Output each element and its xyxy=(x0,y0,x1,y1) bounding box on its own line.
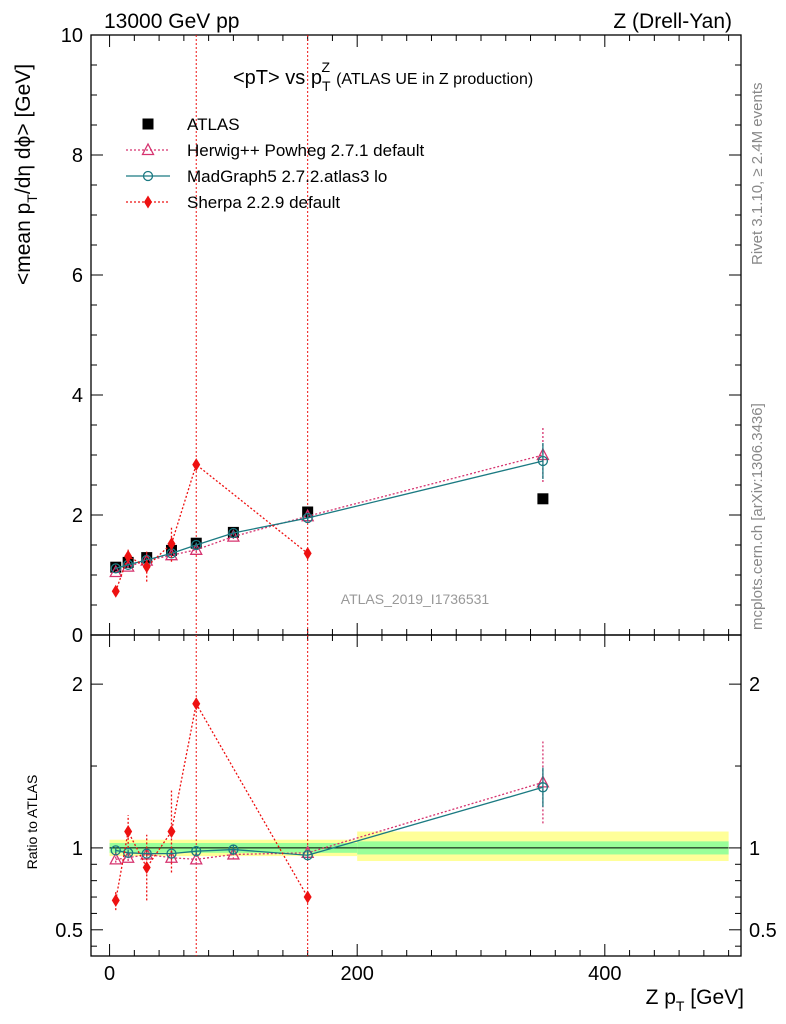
legend-item: Sherpa 2.2.9 default xyxy=(126,193,340,212)
ratio-point xyxy=(191,846,202,857)
ratio-series-2 xyxy=(111,697,312,911)
xtick-label: 400 xyxy=(588,963,621,985)
ratio-point xyxy=(166,848,177,859)
ratio-point xyxy=(537,782,549,793)
legend-item: MadGraph5 2.7.2.atlas3 lo xyxy=(126,167,387,186)
main-title-note: (ATLAS UE in Z production) xyxy=(336,71,533,88)
legend-marker xyxy=(142,170,154,182)
ratio-ytick-label: 1 xyxy=(72,838,83,860)
ratio-point xyxy=(302,850,313,861)
main-series-line xyxy=(115,460,544,570)
energy-label: 13000 GeV pp xyxy=(104,10,239,33)
ratio-series-1 xyxy=(110,767,549,861)
ratio-series-line xyxy=(115,701,309,901)
main-point xyxy=(228,527,239,539)
main-point xyxy=(111,584,120,598)
ratio-point xyxy=(228,844,239,855)
ratio-xlabel: Z pT [GeV] xyxy=(646,986,744,1014)
main-ylabel-tail: /dη dϕ> [GeV] xyxy=(12,64,35,194)
ratio-xlabel-sub: T xyxy=(676,998,685,1014)
ratio-point xyxy=(110,845,121,856)
main-point xyxy=(192,458,201,472)
main-ytick-label: 8 xyxy=(72,145,83,167)
main-point xyxy=(303,546,312,560)
main-ylabel-sub: T xyxy=(24,194,40,203)
main-point xyxy=(142,560,151,574)
main-title-sup: Z xyxy=(322,59,331,75)
main-point xyxy=(302,512,313,524)
legend-label: Herwig++ Powheg 2.7.1 default xyxy=(187,141,424,160)
ratio-point xyxy=(122,847,134,858)
main-series-3 xyxy=(111,458,312,598)
analysis-id: ATLAS_2019_I1736531 xyxy=(341,591,490,607)
ratio-ytick-label-right: 0.5 xyxy=(749,920,777,942)
legend: ATLAS Herwig++ Powheg 2.7.1 default MadGra… xyxy=(126,115,424,212)
main-point xyxy=(537,493,549,505)
main-point xyxy=(167,537,176,551)
main-ytick-label: 0 xyxy=(72,625,83,647)
ratio-point xyxy=(124,825,133,839)
ratio-ytick-label: 2 xyxy=(72,674,83,696)
ratio-point xyxy=(192,697,201,711)
legend-label: MadGraph5 2.7.2.atlas3 lo xyxy=(187,167,387,186)
main-point xyxy=(109,564,123,578)
main-point xyxy=(537,455,549,467)
ratio-ytick-label: 0.5 xyxy=(55,920,83,942)
main-ytick-label: 6 xyxy=(72,265,83,287)
ratio-point xyxy=(142,861,151,875)
main-series-2 xyxy=(110,443,549,574)
xtick-label: 0 xyxy=(104,963,115,985)
series-layer xyxy=(109,35,550,956)
ratio-point xyxy=(189,851,203,865)
ratio-ylabel: Ratio to ATLAS xyxy=(24,775,40,870)
legend-label: Sherpa 2.2.9 default xyxy=(187,193,340,212)
ratio-point xyxy=(303,890,312,904)
ratio-frame xyxy=(90,634,742,957)
main-ytick-label: 4 xyxy=(72,385,83,407)
ratio-series-line xyxy=(115,786,544,856)
main-series-line xyxy=(115,454,544,573)
ratio-xlabel-text: Z p xyxy=(646,986,676,1009)
main-title: <pT> vs pTZ (ATLAS UE in Z production) xyxy=(233,59,533,94)
legend-marker xyxy=(144,195,152,209)
ratio-series-line xyxy=(115,781,544,861)
ratio-point xyxy=(109,851,123,865)
main-point xyxy=(226,529,240,542)
legend-item: ATLAS xyxy=(142,115,240,134)
ratio-point xyxy=(111,893,120,907)
legend-item: Herwig++ Powheg 2.7.1 default xyxy=(126,141,424,160)
main-ylabel-text: <mean p xyxy=(12,203,35,285)
main-point xyxy=(191,539,202,551)
main-title-text: <pT> vs p xyxy=(233,67,322,89)
legend-marker xyxy=(142,118,154,130)
main-ytick-label: 10 xyxy=(61,25,83,47)
xtick-label: 200 xyxy=(341,963,374,985)
legend-marker xyxy=(141,142,155,156)
mcplots-label: mcplots.cern.ch [arXiv:1306.3436] xyxy=(749,403,766,630)
ratio-uncertainty-bands xyxy=(109,831,729,862)
ratio-ytick-label-right: 1 xyxy=(749,838,760,860)
ratio-xlabel-tail: [GeV] xyxy=(684,986,744,1009)
main-series-line xyxy=(115,463,309,592)
main-ylabel: <mean pT/dη dϕ> [GeV] xyxy=(12,64,40,285)
main-point xyxy=(124,549,133,563)
legend-label: ATLAS xyxy=(187,115,240,134)
ratio-ytick-label-right: 2 xyxy=(749,674,760,696)
main-point xyxy=(110,563,121,574)
main-series-0 xyxy=(110,493,549,573)
ratio-point xyxy=(167,825,176,839)
ratio-point xyxy=(141,848,152,859)
rivet-label: Rivet 3.1.10, ≥ 2.4M events xyxy=(749,83,766,266)
process-label: Z (Drell-Yan) xyxy=(613,10,732,33)
axes: 0 2 4 6 8 10 0 200 400 0.5 0.5 1 1 2 2 xyxy=(55,25,777,985)
main-title-sub: T xyxy=(322,78,331,94)
main-ytick-label: 2 xyxy=(72,505,83,527)
